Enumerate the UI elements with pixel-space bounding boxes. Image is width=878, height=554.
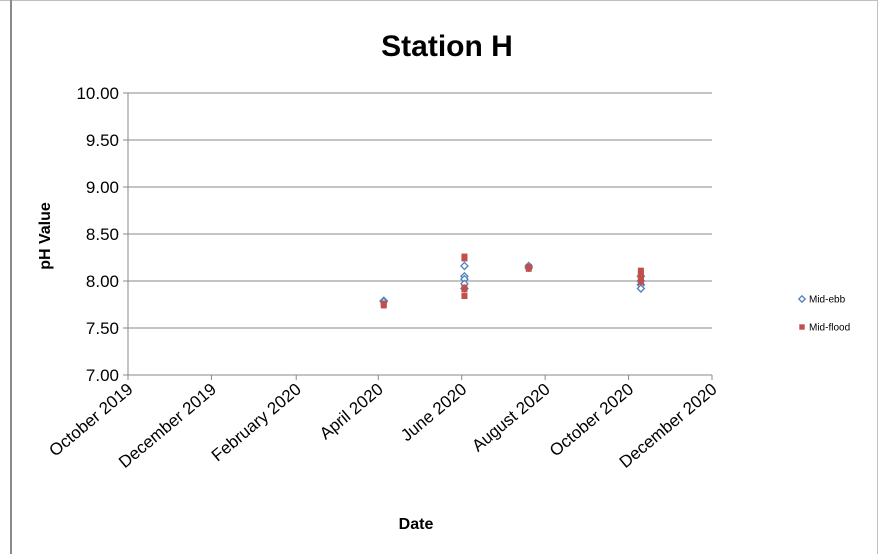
y-tick-label-2: 8.00 — [86, 272, 119, 291]
data-point-1-13 — [637, 278, 644, 285]
data-point-1-3 — [461, 255, 468, 262]
data-point-0-12 — [636, 284, 646, 293]
frame-top-edge — [0, 0, 878, 1]
x-tick-label-3: April 2020 — [316, 380, 387, 444]
y-tick-labels: 7.00 7.50 8.00 8.50 9.00 9.50 10.00 — [76, 84, 119, 385]
x-tick-label-0: October 2019 — [45, 380, 136, 461]
legend: Mid-ebb Mid-flood — [797, 294, 850, 334]
y-tick-label-1: 7.50 — [86, 319, 119, 338]
y-axis-title: pH Value — [37, 202, 54, 270]
y-tick-label-3: 8.50 — [86, 225, 119, 244]
legend-label-0: Mid-ebb — [809, 295, 846, 306]
data-point-1-5 — [461, 286, 468, 293]
x-tick-label-5: August 2020 — [468, 380, 553, 456]
data-points — [379, 253, 646, 309]
x-axis-title: Date — [399, 516, 434, 533]
axes — [123, 92, 713, 380]
series-mid-flood — [380, 253, 644, 309]
data-point-1-8 — [525, 265, 532, 272]
legend-marker-1 — [799, 324, 805, 330]
y-tick-label-0: 7.00 — [86, 366, 119, 385]
chart-title: Station H — [381, 30, 513, 63]
legend-marker-0 — [797, 294, 807, 304]
x-tick-label-4: June 2020 — [397, 380, 470, 446]
data-point-1-6 — [461, 293, 468, 300]
x-tick-label-6: October 2020 — [546, 380, 637, 461]
y-tick-label-5: 9.50 — [86, 131, 119, 150]
legend-label-1: Mid-flood — [809, 323, 850, 334]
frame-left-edge — [10, 0, 12, 554]
x-tick-label-2: February 2020 — [208, 380, 305, 466]
data-point-1-1 — [380, 302, 387, 309]
data-point-0-2 — [460, 261, 469, 271]
grid-lines — [128, 92, 712, 329]
y-tick-label-4: 9.00 — [86, 178, 119, 197]
y-tick-label-6: 10.00 — [76, 84, 119, 103]
series-mid-ebb — [379, 261, 646, 307]
